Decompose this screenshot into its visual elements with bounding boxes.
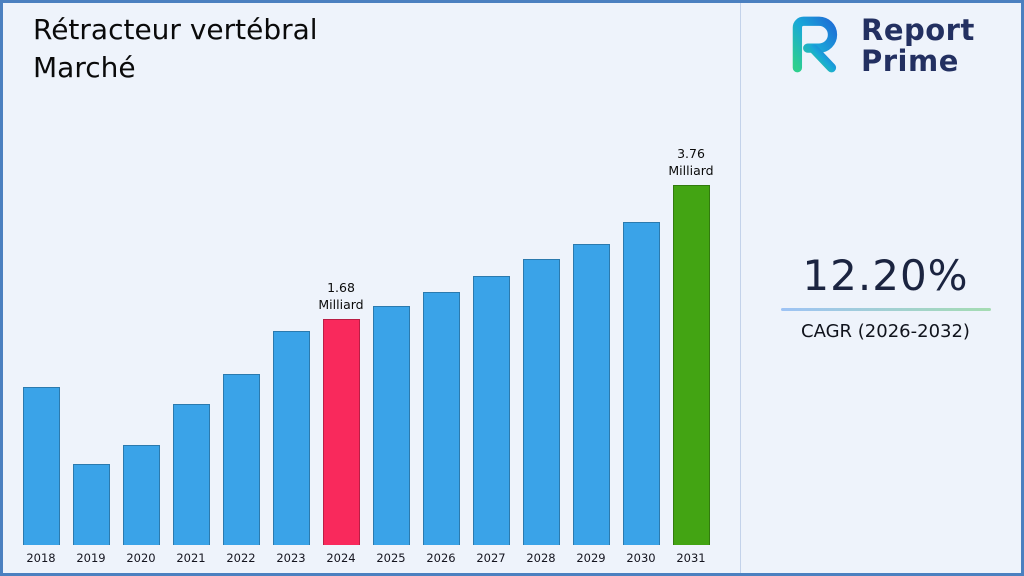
x-axis-label-2020: 2020 bbox=[126, 551, 156, 565]
brand-name-line2: Prime bbox=[861, 44, 959, 79]
cagr-block: 12.20% CAGR (2026-2032) bbox=[763, 251, 1008, 342]
x-axis-label-2022: 2022 bbox=[226, 551, 256, 565]
brand-name-line1: Report bbox=[861, 13, 975, 47]
bar-2025 bbox=[372, 306, 410, 545]
cagr-label: CAGR (2026-2032) bbox=[801, 321, 970, 342]
bar-2018 bbox=[22, 387, 60, 545]
bar-slot-2019: 2019 bbox=[66, 464, 116, 567]
bar-slot-2021: 2021 bbox=[166, 404, 216, 567]
report-prime-logo-icon bbox=[785, 15, 849, 77]
bar-slot-2023: 2023 bbox=[266, 331, 316, 567]
bar-slot-2020: 2020 bbox=[116, 445, 166, 567]
x-axis-label-2021: 2021 bbox=[176, 551, 206, 565]
x-axis-label-2027: 2027 bbox=[476, 551, 506, 565]
x-axis-label-2028: 2028 bbox=[526, 551, 556, 565]
bar-slot-2026: 2026 bbox=[416, 292, 466, 567]
bar-slot-2029: 2029 bbox=[566, 244, 616, 567]
bar-2023 bbox=[272, 331, 310, 545]
bar-chart: 2018 2019 2020 2021 2022 2023 1.68 Milliard 2024… bbox=[16, 122, 726, 567]
brand: Report Prime bbox=[785, 13, 975, 79]
bar-2021 bbox=[172, 404, 210, 545]
bar-value-label-2031: 3.76 Milliard bbox=[668, 146, 714, 179]
x-axis-label-2030: 2030 bbox=[626, 551, 656, 565]
bar-2026 bbox=[422, 292, 460, 545]
panel-divider bbox=[740, 3, 741, 573]
bar-2022 bbox=[222, 374, 260, 545]
page-title: Rétracteur vertébral Marché bbox=[33, 11, 318, 87]
x-axis-label-2023: 2023 bbox=[276, 551, 306, 565]
bar-2027 bbox=[472, 276, 510, 545]
x-axis-label-2018: 2018 bbox=[26, 551, 56, 565]
x-axis-label-2025: 2025 bbox=[376, 551, 406, 565]
x-axis-label-2024: 2024 bbox=[326, 551, 356, 565]
bar-slot-2028: 2028 bbox=[516, 259, 566, 567]
bar-slot-2027: 2027 bbox=[466, 276, 516, 567]
bar-slot-2030: 2030 bbox=[616, 222, 666, 567]
bar-2029 bbox=[572, 244, 610, 545]
bar-slot-2025: 2025 bbox=[366, 306, 416, 567]
page-title-line1: Rétracteur vertébral bbox=[33, 13, 318, 46]
bar-slot-2031: 3.76 Milliard 2031 bbox=[666, 146, 716, 567]
bar-slot-2024: 1.68 Milliard 2024 bbox=[316, 280, 366, 567]
bar-value-label-2024: 1.68 Milliard bbox=[318, 280, 364, 313]
cagr-value: 12.20% bbox=[802, 251, 969, 300]
bar-slot-2018: 2018 bbox=[16, 387, 66, 567]
page-title-line2: Marché bbox=[33, 50, 136, 84]
bar-2024 bbox=[322, 319, 360, 545]
bar-2031 bbox=[672, 185, 710, 545]
bar-2019 bbox=[72, 464, 110, 545]
x-axis-label-2026: 2026 bbox=[426, 551, 456, 565]
x-axis-label-2029: 2029 bbox=[576, 551, 606, 565]
x-axis-label-2031: 2031 bbox=[676, 551, 706, 565]
bar-2020 bbox=[122, 445, 160, 545]
bar-slot-2022: 2022 bbox=[216, 374, 266, 567]
brand-name: Report Prime bbox=[861, 13, 975, 79]
bar-2030 bbox=[622, 222, 660, 545]
x-axis-label-2019: 2019 bbox=[76, 551, 106, 565]
cagr-underline bbox=[780, 308, 991, 311]
bar-2028 bbox=[522, 259, 560, 545]
